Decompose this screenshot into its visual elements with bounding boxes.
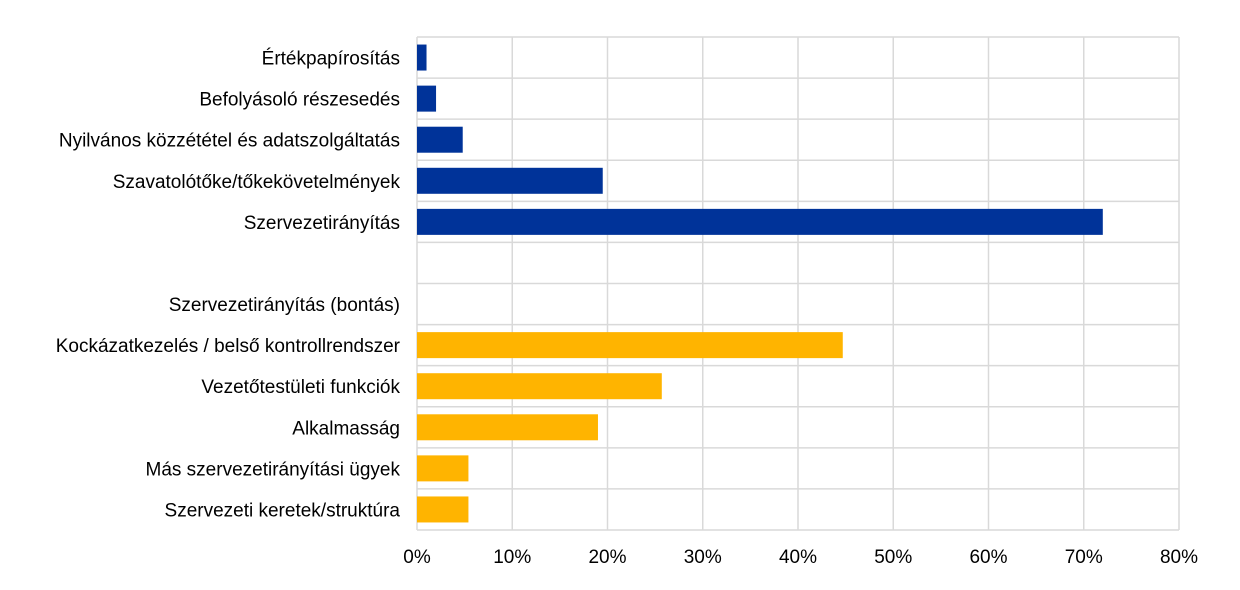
category-label: Szervezetirányítás [244,213,400,234]
bar [417,208,1103,235]
x-axis-tick-labels: 0% 10% 20% 30% 40% 50% 60% 70% 80% [403,547,1198,568]
category-label: Szervezetirányítás (bontás) [169,295,400,316]
x-tick-label: 30% [684,547,722,568]
x-tick-label: 40% [779,547,817,568]
x-tick-label: 50% [874,547,912,568]
category-label: Kockázatkezelés / belső kontrollrendszer [56,336,401,357]
category-labels: Értékpapírosítás Befolyásoló részesedés Ny… [56,49,401,522]
category-label: Alkalmasság [292,418,400,439]
bars [417,44,1103,523]
bar [417,44,427,71]
bar [417,85,437,112]
category-label: Értékpapírosítás [262,49,400,70]
bar [417,332,843,359]
x-tick-label: 60% [969,547,1007,568]
bar [417,414,598,441]
category-label: Szavatolótőke/tőkekövetelmények [113,172,401,193]
x-tick-label: 20% [588,547,626,568]
bar [417,126,463,153]
bar [417,167,603,194]
category-label: Vezetőtestületi funkciók [201,377,400,398]
category-label: Nyilvános közzététel és adatszolgáltatás [59,131,400,152]
bar [417,496,469,523]
x-tick-label: 0% [403,547,431,568]
category-label: Más szervezetirányítási ügyek [146,459,401,480]
x-tick-label: 80% [1160,547,1198,568]
bar [417,373,662,400]
x-tick-label: 10% [493,547,531,568]
x-tick-label: 70% [1065,547,1103,568]
category-label: Szervezeti keretek/struktúra [165,500,401,521]
gridlines [416,36,1180,531]
category-label: Befolyásoló részesedés [199,90,400,111]
bar [417,455,469,482]
